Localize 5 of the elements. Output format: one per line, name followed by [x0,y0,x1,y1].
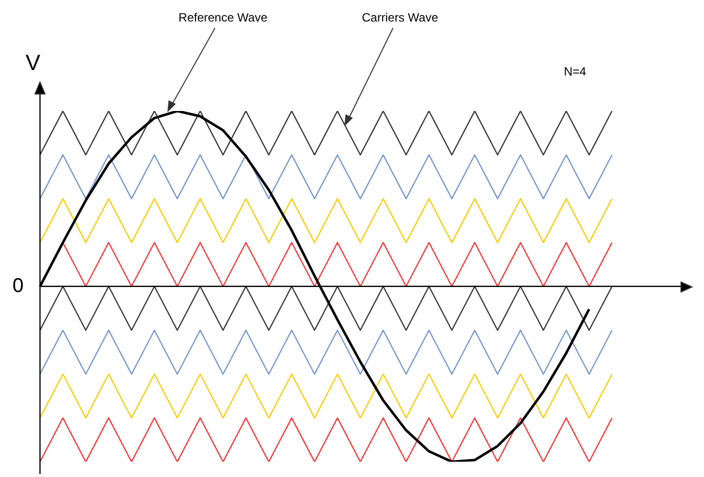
text: Reference Wave [178,10,268,24]
y-axis-title: V [26,50,41,76]
text: 0 [12,274,24,297]
text: N=4 [564,64,586,78]
text: Carriers Wave [362,10,438,24]
